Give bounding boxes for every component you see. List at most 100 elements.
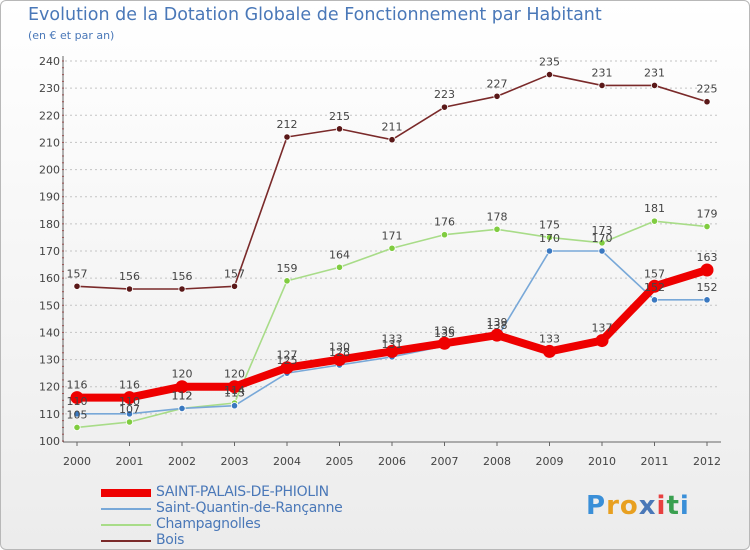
data-label-bois-2012: 225 xyxy=(697,83,718,96)
legend-label: Bois xyxy=(156,532,185,548)
data-label-saint-quantin-de-ran-anne-2010: 170 xyxy=(592,232,613,245)
data-label-saint-quantin-de-ran-anne-2007: 135 xyxy=(434,327,455,340)
data-label-saint-palais-de-phiolin-2000: 116 xyxy=(67,379,88,392)
proxiti-logo[interactable]: Proxiti xyxy=(586,491,690,521)
y-tick-label-190: 190 xyxy=(39,191,60,204)
data-label-saint-palais-de-phiolin-2009: 133 xyxy=(539,332,560,345)
legend-label: Champagnolles xyxy=(156,516,261,532)
data-label-saint-palais-de-phiolin-2007: 136 xyxy=(434,324,455,337)
data-label-champagnolles-2011: 181 xyxy=(644,202,665,215)
data-label-bois-2010: 231 xyxy=(592,66,613,79)
data-point-bois-2010 xyxy=(598,81,606,90)
data-point-champagnolles-2000 xyxy=(73,423,81,432)
data-point-saint-palais-de-phiolin-2010 xyxy=(595,334,609,348)
data-label-saint-palais-de-phiolin-2010: 137 xyxy=(592,322,613,335)
x-tick-label-2010: 2010 xyxy=(588,455,616,468)
legend-swatch xyxy=(101,524,151,526)
data-label-saint-palais-de-phiolin-2004: 127 xyxy=(277,349,298,362)
data-label-champagnolles-2010: 173 xyxy=(592,224,613,237)
y-tick-label-170: 170 xyxy=(39,245,60,258)
data-point-champagnolles-2005 xyxy=(335,263,344,271)
x-tick-label-2002: 2002 xyxy=(168,455,196,468)
data-point-bois-2004 xyxy=(283,133,291,141)
y-tick-label-130: 130 xyxy=(39,354,60,367)
data-label-bois-2007: 223 xyxy=(434,88,455,101)
x-tick-label-2001: 2001 xyxy=(116,455,144,468)
x-tick-label-2000: 2000 xyxy=(63,455,91,468)
y-tick-label-200: 200 xyxy=(39,164,60,177)
y-tick-label-180: 180 xyxy=(39,218,60,231)
data-point-saint-quantin-de-ran-anne-2000 xyxy=(73,410,81,418)
data-label-bois-2003: 157 xyxy=(224,267,245,280)
data-point-bois-2006 xyxy=(388,136,396,144)
data-label-bois-2008: 227 xyxy=(487,77,508,90)
data-label-saint-palais-de-phiolin-2005: 130 xyxy=(329,341,350,354)
y-tick-label-210: 210 xyxy=(39,136,60,149)
data-point-saint-quantin-de-ran-anne-2001 xyxy=(125,410,134,418)
data-label-bois-2006: 211 xyxy=(382,121,403,134)
data-point-saint-palais-de-phiolin-2009 xyxy=(543,344,556,358)
chart-title: Evolution de la Dotation Globale de Fonc… xyxy=(28,5,602,25)
logo-letter: i xyxy=(679,491,690,521)
data-label-saint-palais-de-phiolin-2003: 120 xyxy=(224,368,245,381)
logo-letter: o xyxy=(619,491,639,521)
logo-letter: t xyxy=(666,491,680,521)
data-label-bois-2005: 215 xyxy=(329,110,350,123)
data-point-saint-palais-de-phiolin-2001 xyxy=(123,391,136,405)
y-tick-label-160: 160 xyxy=(39,272,60,285)
data-point-bois-2007 xyxy=(440,103,449,111)
data-label-saint-quantin-de-ran-anne-2006: 131 xyxy=(382,338,403,351)
data-point-saint-quantin-de-ran-anne-2009 xyxy=(545,247,554,255)
data-point-champagnolles-2007 xyxy=(440,231,449,239)
y-tick-label-110: 110 xyxy=(39,408,60,421)
data-point-bois-2009 xyxy=(545,70,554,79)
logo-letter: i xyxy=(656,491,667,521)
data-label-saint-quantin-de-ran-anne-2003: 113 xyxy=(224,387,245,400)
data-point-saint-palais-de-phiolin-2003 xyxy=(228,380,241,394)
data-label-saint-quantin-de-ran-anne-2001: 110 xyxy=(119,395,140,408)
data-label-saint-palais-de-phiolin-2001: 116 xyxy=(119,379,140,392)
legend-label: Saint-Quantin-de-Rançanne xyxy=(156,500,343,516)
legend-swatch xyxy=(101,540,151,542)
data-label-bois-2000: 157 xyxy=(67,267,88,280)
data-point-champagnolles-2004 xyxy=(283,277,291,285)
data-point-bois-2008 xyxy=(493,92,501,100)
data-label-saint-quantin-de-ran-anne-2002: 112 xyxy=(172,389,193,402)
data-point-bois-2011 xyxy=(650,81,659,90)
legend-swatch xyxy=(101,489,151,497)
logo-letter: x xyxy=(638,491,657,521)
data-label-bois-2002: 156 xyxy=(172,270,193,283)
y-tick-label-120: 120 xyxy=(39,381,60,394)
x-tick-label-2012: 2012 xyxy=(693,455,721,468)
x-tick-label-2004: 2004 xyxy=(273,455,301,468)
data-label-champagnolles-2006: 171 xyxy=(382,229,403,242)
data-point-bois-2002 xyxy=(178,285,186,293)
data-label-champagnolles-2001: 107 xyxy=(119,403,140,416)
data-label-champagnolles-2008: 178 xyxy=(487,210,508,223)
data-point-saint-palais-de-phiolin-2002 xyxy=(175,380,189,394)
data-label-bois-2001: 156 xyxy=(119,270,140,283)
data-point-saint-quantin-de-ran-anne-2010 xyxy=(598,247,606,255)
data-point-saint-palais-de-phiolin-2000 xyxy=(70,391,84,405)
x-tick-label-2008: 2008 xyxy=(483,455,511,468)
y-tick-label-150: 150 xyxy=(39,299,60,312)
data-label-champagnolles-2009: 175 xyxy=(539,218,560,231)
data-point-saint-palais-de-phiolin-2006 xyxy=(385,344,399,358)
data-point-saint-quantin-de-ran-anne-2011 xyxy=(650,296,659,304)
data-label-champagnolles-2007: 176 xyxy=(434,216,455,229)
data-point-saint-palais-de-phiolin-2007 xyxy=(438,336,451,350)
data-label-saint-quantin-de-ran-anne-2012: 152 xyxy=(697,281,718,294)
data-label-saint-palais-de-phiolin-2002: 120 xyxy=(172,368,193,381)
x-tick-label-2003: 2003 xyxy=(221,455,249,468)
data-point-champagnolles-2001 xyxy=(125,418,134,426)
data-label-saint-quantin-de-ran-anne-2011: 152 xyxy=(644,281,665,294)
data-label-saint-palais-de-phiolin-2006: 133 xyxy=(382,332,403,345)
data-point-bois-2000 xyxy=(73,282,81,290)
data-label-bois-2011: 231 xyxy=(644,66,665,79)
data-label-saint-palais-de-phiolin-2008: 139 xyxy=(487,316,508,329)
legend-label: SAINT-PALAIS-DE-PHIOLIN xyxy=(156,484,329,500)
logo-letter: P xyxy=(586,491,607,521)
x-tick-label-2006: 2006 xyxy=(378,455,406,468)
data-label-bois-2009: 235 xyxy=(539,56,560,69)
